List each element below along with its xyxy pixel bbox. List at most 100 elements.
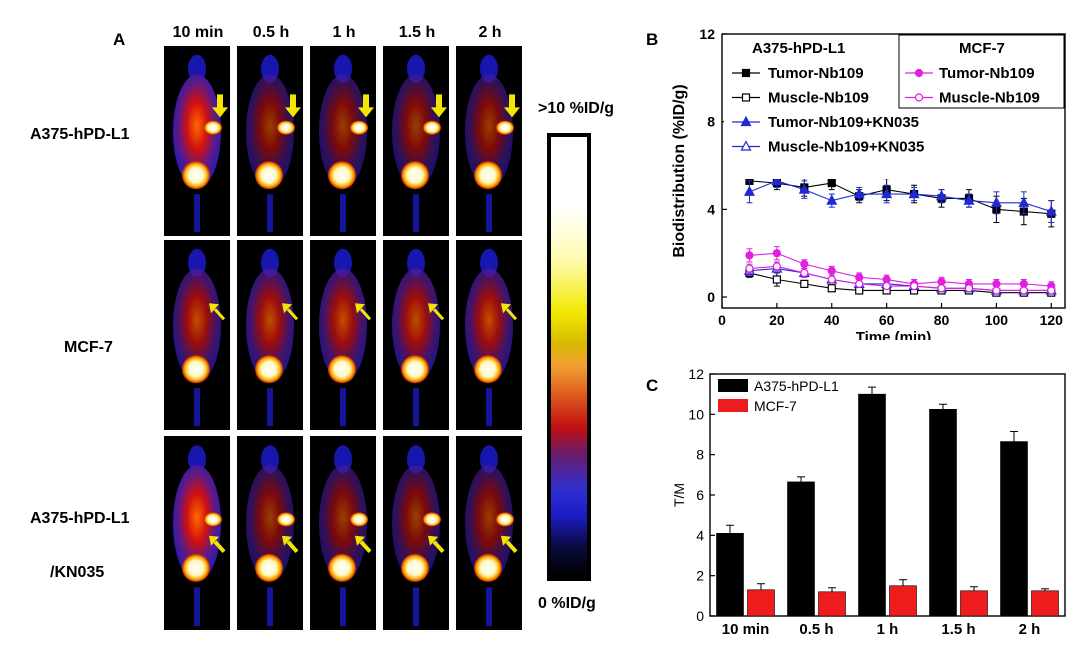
x-tick-label: 1 h [877, 621, 899, 638]
pet-body [465, 465, 513, 582]
pet-tail [194, 388, 200, 427]
data-point [1019, 286, 1028, 295]
legend-label: A375-hPD-L1 [754, 378, 839, 394]
x-tick-label: 120 [1040, 312, 1064, 328]
data-point [1047, 286, 1056, 295]
pet-tail [413, 194, 419, 233]
legend-label: Muscle-Nb109 [768, 90, 869, 107]
data-point [800, 268, 809, 278]
pet-image-tile [456, 240, 522, 430]
pet-image-tile [310, 240, 376, 430]
legend: A375-hPD-L1 MCF-7 [718, 378, 839, 414]
legend-label: Tumor-Nb109+KN035 [768, 114, 919, 131]
pointer-arrow [501, 535, 518, 554]
pointer-arrow [209, 303, 226, 321]
data-point [743, 185, 755, 196]
pointer-arrow [282, 535, 299, 554]
y-tick-label: 8 [707, 114, 715, 130]
pet-image-tile [383, 46, 449, 236]
data-point [741, 68, 751, 78]
data-point [772, 275, 781, 284]
pointer-arrow [355, 303, 372, 321]
colorbar [547, 133, 591, 581]
legend-label: Muscle-Nb109+KN035 [768, 139, 924, 156]
data-point [772, 249, 781, 258]
pet-tail [486, 388, 492, 427]
pet-tail [267, 194, 273, 233]
y-tick-label: 0 [696, 608, 704, 624]
data-point [914, 93, 924, 102]
biodistribution-line-chart: 0 20 40 60 80 100 120 0 4 8 12 Time (min) Biodistrib… [671, 26, 1066, 340]
pet-body [246, 268, 294, 383]
data-point [800, 279, 809, 288]
x-tick-label: 2 h [1019, 621, 1041, 638]
data-point [1018, 196, 1030, 207]
data-point [855, 273, 864, 282]
data-point [800, 260, 809, 269]
bar-a375-hpd-l1 [1000, 441, 1028, 617]
pointer-arrow [358, 94, 374, 118]
data-point [992, 279, 1001, 288]
panel-b-letter: B [646, 30, 659, 49]
pet-bladder-hotspot [401, 553, 429, 582]
panel-c-letter: C [646, 376, 659, 395]
bar-a375-hpd-l1 [787, 481, 815, 617]
data-point [963, 194, 975, 205]
pet-body [465, 74, 513, 189]
x-tick-label: 0 [718, 312, 726, 328]
data-point [882, 275, 891, 284]
pet-image-tile [310, 46, 376, 236]
pet-tumor-hotspot [350, 512, 368, 527]
pet-tumor-hotspot [277, 120, 295, 135]
timepoint-label: 0.5 h [252, 24, 290, 41]
data-point [741, 93, 751, 102]
pointer-arrow [428, 303, 445, 321]
pet-tail [413, 388, 419, 427]
pet-tumor-hotspot [496, 512, 514, 527]
pet-bladder-hotspot [182, 161, 210, 190]
pet-image-tile [237, 46, 303, 236]
plot-frame [721, 33, 1066, 309]
tm-ratio-bar-chart: 0 2 4 6 8 10 12 T/M 10 min 0.5 h 1 h 1.5 h 2 h A375-h… [671, 366, 1066, 638]
series-line [749, 265, 1052, 292]
pet-tail [267, 587, 273, 627]
data-point [881, 187, 893, 199]
bar-mcf-7 [1031, 590, 1059, 617]
row-label-mcf7: MCF-7 [64, 339, 113, 356]
pet-tail [340, 194, 346, 233]
pet-bladder-hotspot [474, 553, 502, 582]
pet-tumor-hotspot [350, 120, 368, 135]
pointer-arrow [285, 94, 301, 118]
pet-bladder-hotspot [182, 355, 210, 384]
pet-body [173, 74, 221, 189]
colorbar-min-label: 0 %ID/g [538, 595, 596, 612]
data-point [827, 284, 836, 293]
pet-bladder-hotspot [328, 553, 356, 582]
data-point [992, 286, 1001, 295]
legend-header: A375-hPD-L1 [752, 40, 845, 57]
data-point [855, 286, 864, 295]
pet-tail [340, 587, 346, 627]
pet-bladder-hotspot [328, 355, 356, 384]
data-point [855, 279, 864, 288]
data-point [1019, 279, 1028, 288]
data-point [909, 281, 919, 291]
y-tick-label: 12 [699, 26, 715, 42]
pointer-arrow [209, 535, 226, 554]
series-a375-hpd-l1-tumor-nb109-kn035 [743, 173, 1057, 224]
pet-bladder-hotspot [401, 355, 429, 384]
x-tick-label: 0.5 h [799, 621, 833, 638]
pointer-arrow [355, 535, 372, 554]
y-tick-label: 10 [688, 406, 704, 422]
legend: A375-hPD-L1 Tumor-Nb109 Muscle-Nb109 Tumor-… [724, 34, 1065, 179]
pet-image-tile [383, 436, 449, 630]
pet-tumor-hotspot [204, 512, 222, 527]
pet-tail [486, 194, 492, 233]
y-tick-label: 4 [696, 527, 704, 543]
bar-mcf-7 [960, 590, 988, 617]
data-point [740, 115, 752, 127]
pointer-arrow [504, 94, 520, 118]
pet-body [173, 268, 221, 383]
y-axis-label: T/M [671, 483, 687, 507]
pet-body [319, 74, 367, 189]
